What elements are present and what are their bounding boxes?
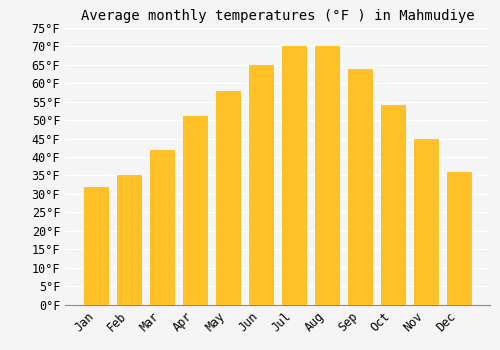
Bar <box>282 47 306 304</box>
Bar <box>183 117 207 304</box>
Bar <box>381 105 404 304</box>
Bar <box>447 172 470 304</box>
Bar <box>118 175 141 304</box>
Bar <box>150 150 174 304</box>
Bar <box>414 139 438 304</box>
Bar <box>315 47 339 304</box>
Bar <box>249 65 273 304</box>
Title: Average monthly temperatures (°F ) in Mahmudiye: Average monthly temperatures (°F ) in Ma… <box>80 9 474 23</box>
Bar <box>84 187 108 304</box>
Bar <box>348 69 372 304</box>
Bar <box>216 91 240 304</box>
